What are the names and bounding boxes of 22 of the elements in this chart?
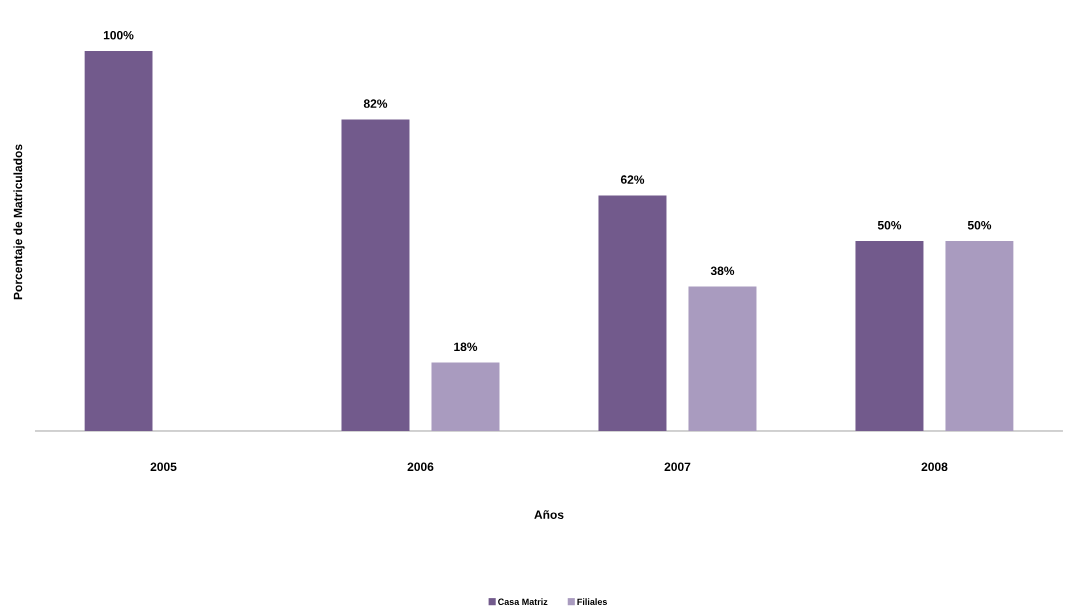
x-axis-title: Años bbox=[534, 510, 564, 519]
bar bbox=[431, 362, 500, 431]
x-tick-label: 2005 bbox=[150, 462, 177, 472]
y-axis-title: Porcentaje de Matriculados bbox=[13, 144, 25, 300]
bar bbox=[688, 286, 757, 431]
data-label: 50% bbox=[967, 220, 992, 230]
bar bbox=[855, 241, 924, 431]
x-tick-label: 2008 bbox=[921, 462, 948, 472]
x-tick-label: 2006 bbox=[407, 462, 434, 472]
x-tick-label: 2007 bbox=[664, 462, 691, 472]
bar bbox=[84, 51, 153, 431]
data-label: 18% bbox=[454, 342, 478, 352]
bar bbox=[341, 119, 410, 431]
data-label: 50% bbox=[877, 220, 902, 230]
bar bbox=[945, 241, 1014, 431]
data-label: 100% bbox=[103, 30, 134, 40]
legend-label: Casa Matriz bbox=[498, 598, 548, 605]
bar bbox=[598, 195, 667, 431]
data-label: 82% bbox=[363, 99, 388, 108]
data-label: 38% bbox=[710, 266, 735, 276]
legend-label: Filiales bbox=[577, 598, 608, 605]
data-label: 62% bbox=[620, 175, 645, 184]
